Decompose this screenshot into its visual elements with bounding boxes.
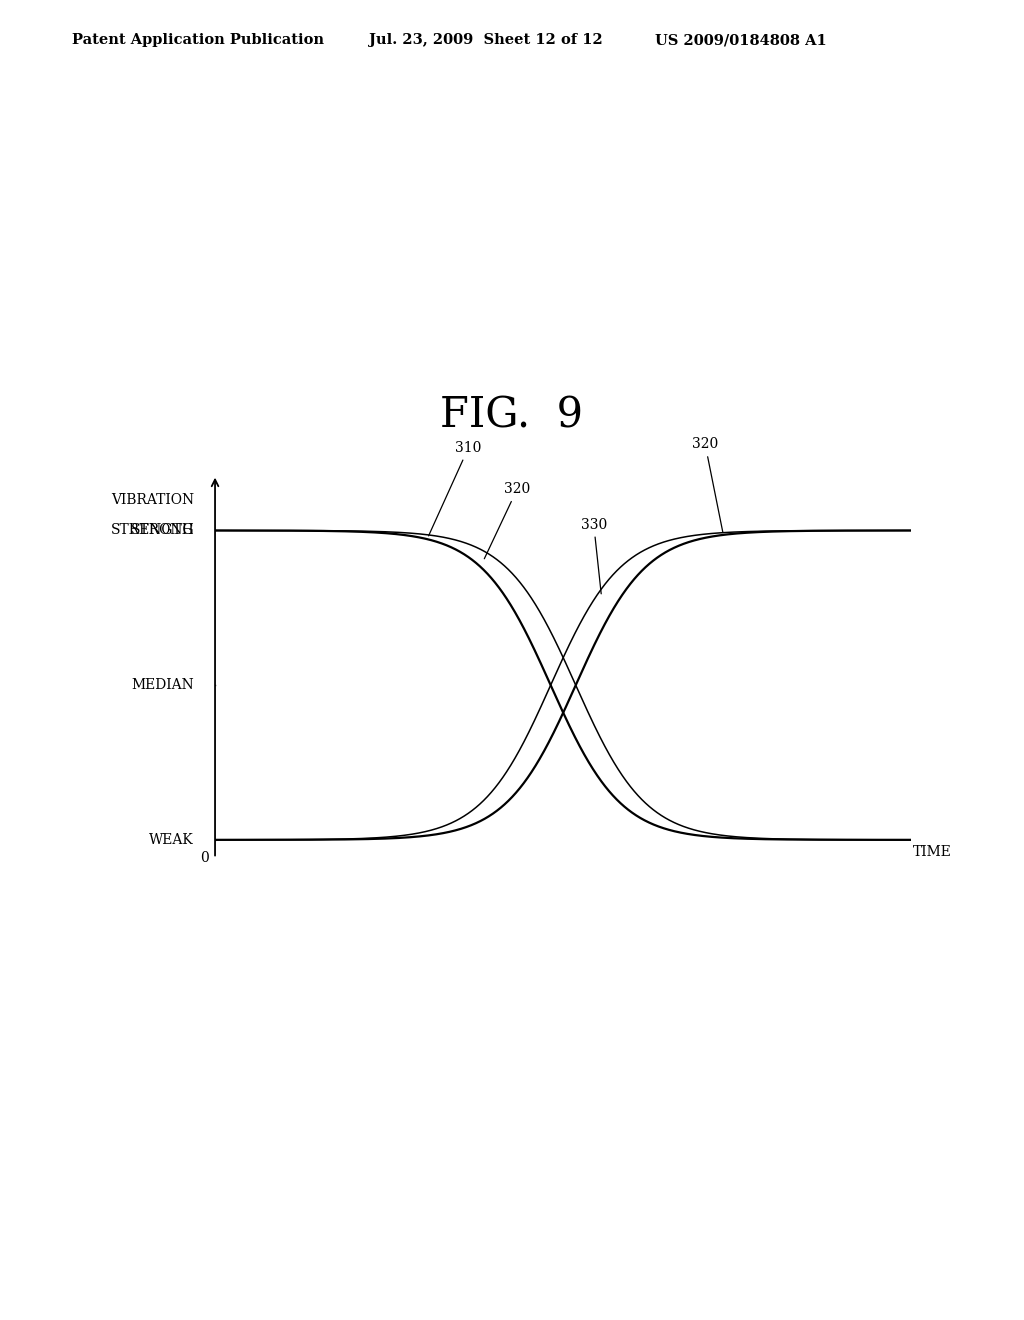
Text: STRENGTH: STRENGTH <box>111 524 195 537</box>
Text: TIME: TIME <box>912 845 951 859</box>
Text: Patent Application Publication: Patent Application Publication <box>72 33 324 48</box>
Text: US 2009/0184808 A1: US 2009/0184808 A1 <box>655 33 827 48</box>
Text: 330: 330 <box>581 517 607 594</box>
Text: Jul. 23, 2009  Sheet 12 of 12: Jul. 23, 2009 Sheet 12 of 12 <box>369 33 602 48</box>
Text: FIG.  9: FIG. 9 <box>440 395 584 437</box>
Text: WEAK: WEAK <box>150 833 195 847</box>
Text: 320: 320 <box>484 482 530 558</box>
Text: 0: 0 <box>201 851 209 866</box>
Text: STRONG: STRONG <box>130 524 195 537</box>
Text: MEDIAN: MEDIAN <box>131 678 195 692</box>
Text: 320: 320 <box>692 437 723 532</box>
Text: 310: 310 <box>429 441 481 536</box>
Text: VIBRATION: VIBRATION <box>111 492 195 507</box>
